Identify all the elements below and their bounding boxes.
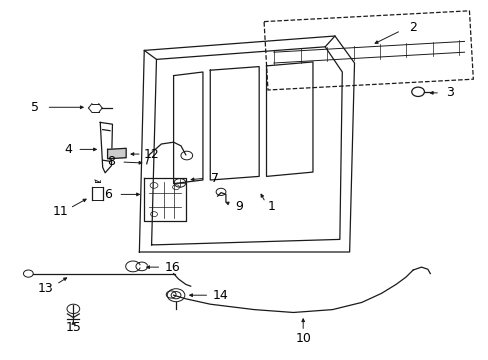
Text: 8: 8 — [107, 155, 115, 168]
Text: 6: 6 — [104, 188, 112, 201]
Text: 13: 13 — [38, 282, 53, 294]
Text: 16: 16 — [164, 261, 180, 274]
Text: 12: 12 — [143, 148, 159, 161]
Text: 15: 15 — [65, 321, 81, 334]
Text: 3: 3 — [445, 86, 453, 99]
Text: 14: 14 — [212, 289, 227, 302]
Polygon shape — [107, 148, 126, 159]
Text: 1: 1 — [267, 201, 275, 213]
Text: 9: 9 — [235, 201, 243, 213]
Text: 2: 2 — [408, 21, 416, 33]
Text: 5: 5 — [31, 101, 39, 114]
Text: 10: 10 — [295, 332, 310, 345]
Text: 11: 11 — [52, 205, 68, 218]
Text: 7: 7 — [211, 172, 219, 185]
Text: 4: 4 — [64, 143, 72, 156]
